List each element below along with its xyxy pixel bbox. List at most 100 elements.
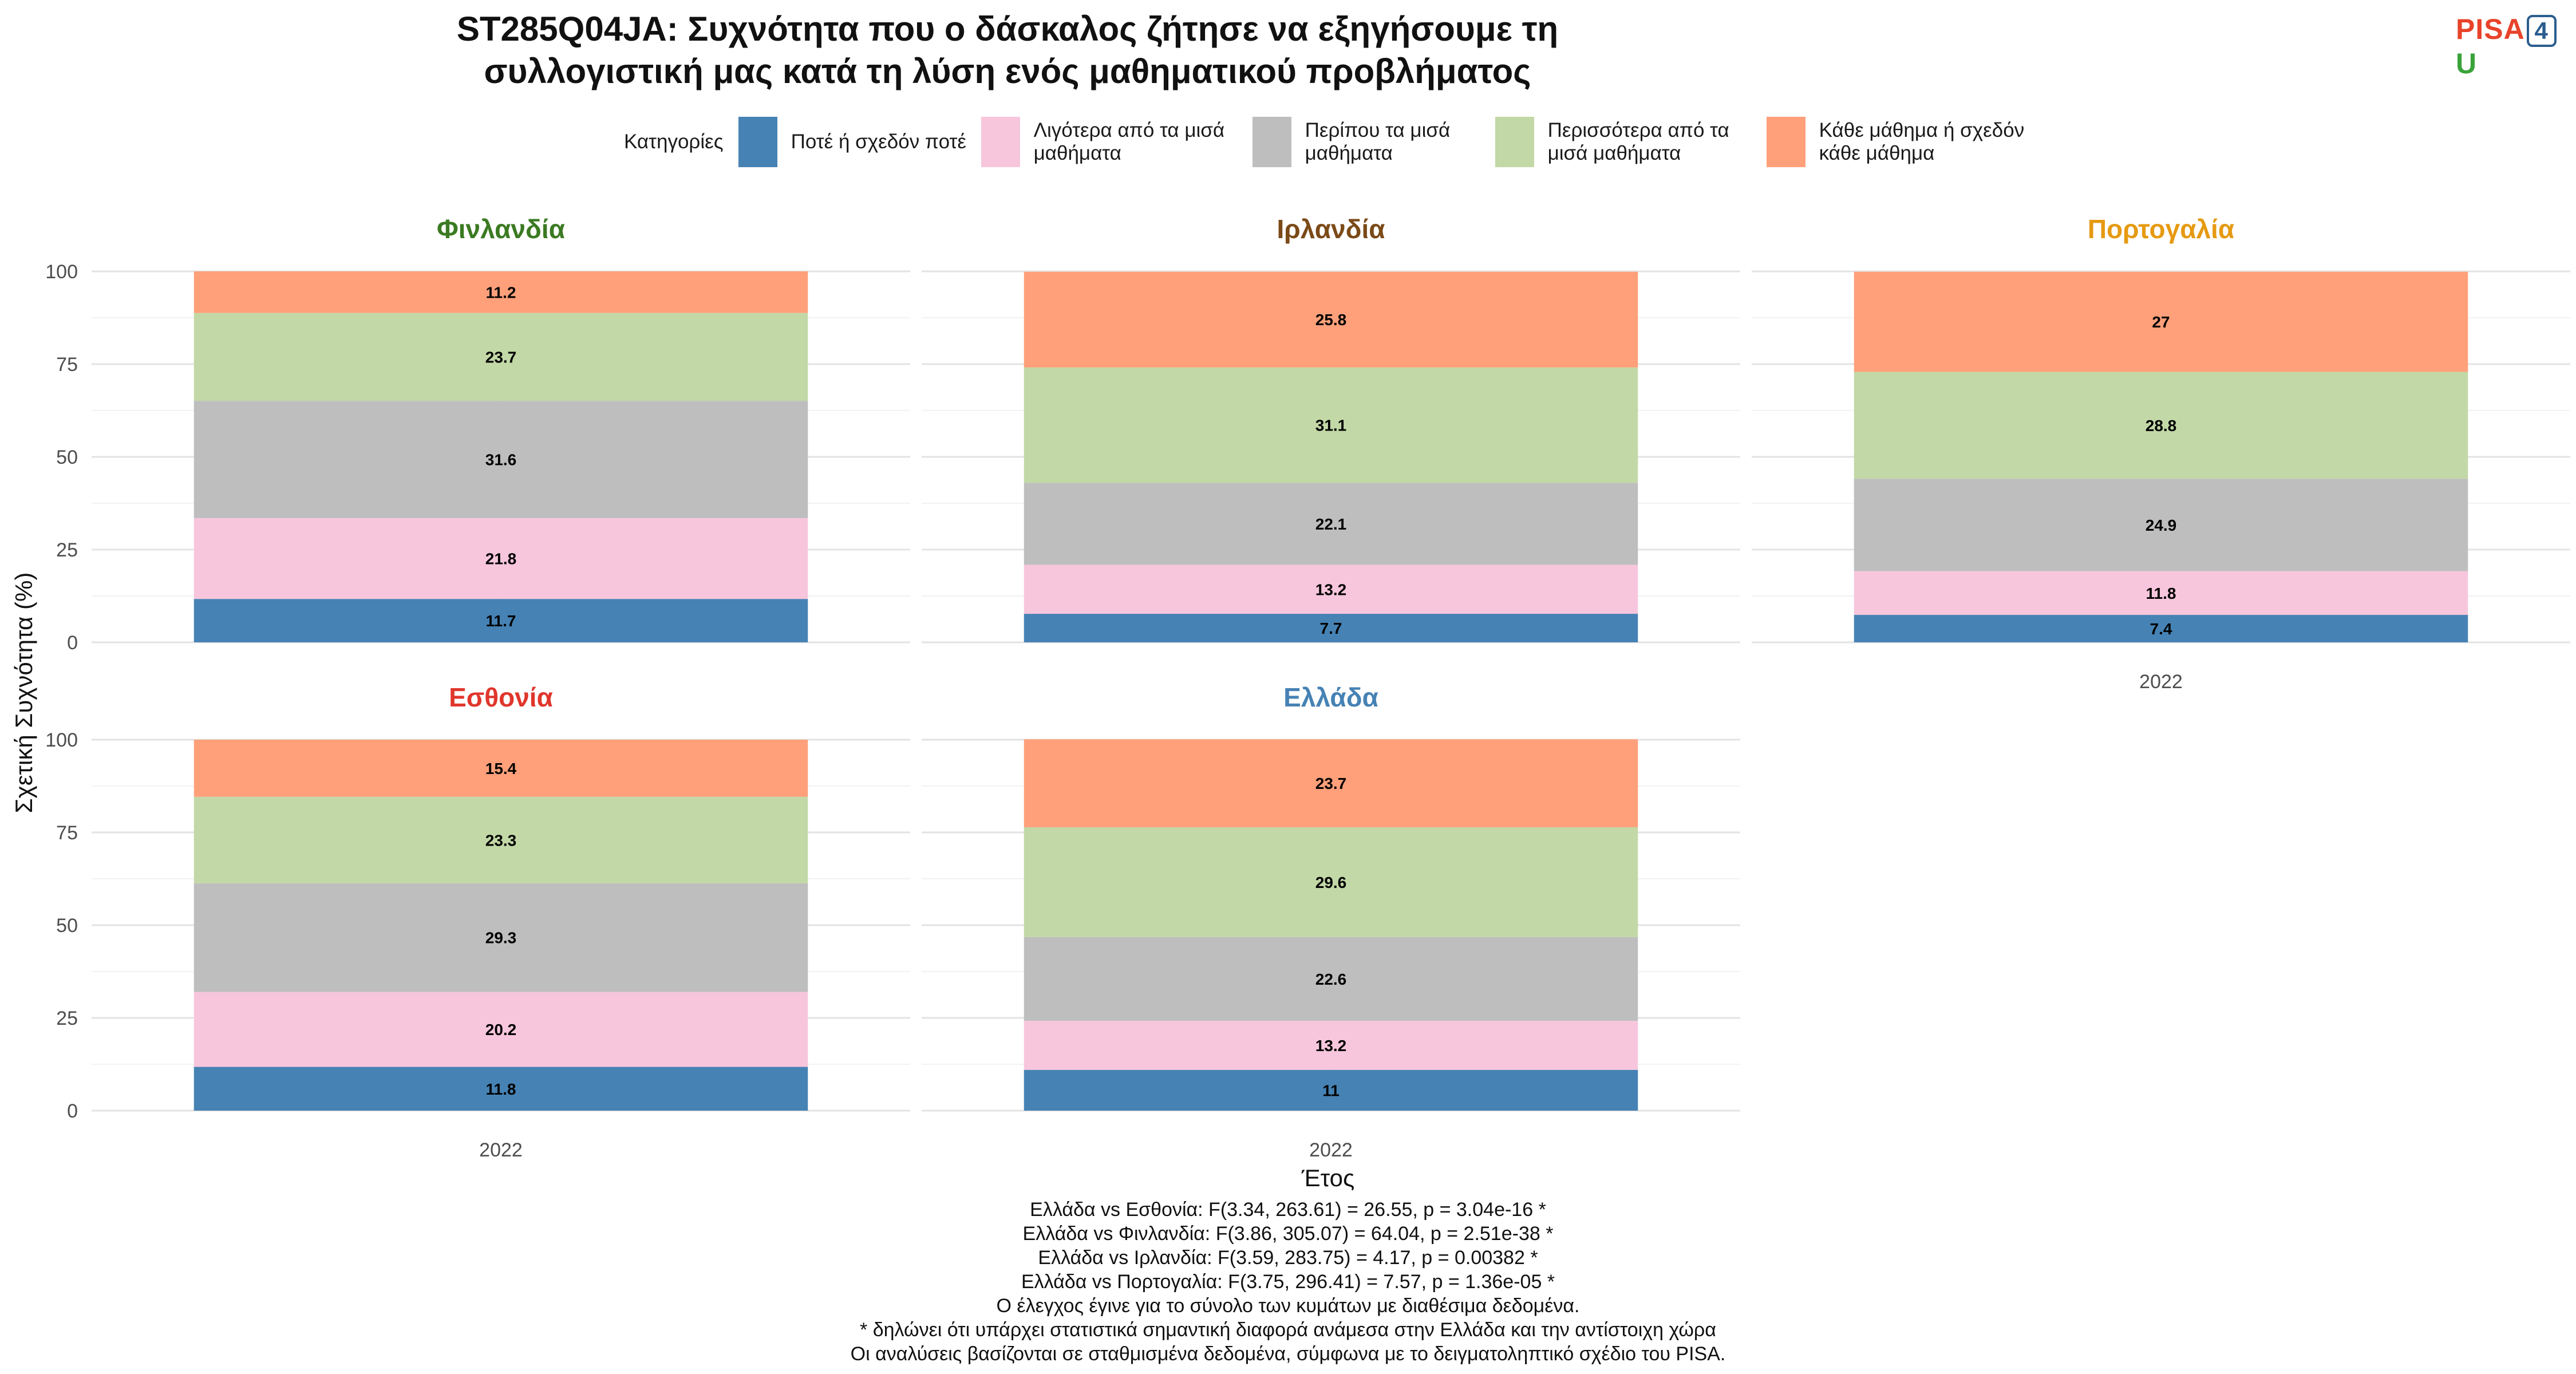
- legend-label-every-lesson: Κάθε μάθημα ή σχεδόν κάθε μάθημα: [1819, 119, 2025, 164]
- legend-title: Κατηγορίες: [624, 131, 724, 153]
- panel-title: Φινλανδία: [437, 214, 565, 244]
- legend-label-never: Ποτέ ή σχεδόν ποτέ: [791, 131, 966, 153]
- y-tick-label: 75: [56, 354, 78, 376]
- bar-value-label: 31.1: [1315, 417, 1347, 435]
- y-tick-label: 50: [56, 447, 78, 468]
- bar-segment: [193, 740, 808, 797]
- y-tick-label: 25: [56, 1008, 78, 1029]
- legend-swatch-about-half: [1252, 117, 1291, 167]
- bar-segment: [1024, 483, 1638, 565]
- bar-segment: [193, 796, 808, 883]
- bar-segment: [193, 518, 808, 599]
- note-line: Ο έλεγχος έγινε για το σύνολο των κυμάτω…: [996, 1295, 1580, 1317]
- bar-value-label: 31.6: [485, 451, 517, 469]
- bar-value-label: 13.2: [1315, 1037, 1347, 1055]
- bar-segment: [193, 313, 808, 401]
- chart-legend: Κατηγορίες Ποτέ ή σχεδόν ποτέ Λιγότερα α…: [624, 117, 2038, 167]
- bar-segment: [193, 1067, 808, 1111]
- legend-item-less-than-half: Λιγότερα από τα μισά μαθήματα: [981, 117, 1240, 167]
- bar-segment: [1854, 571, 2468, 615]
- bar-value-label: 7.4: [2150, 620, 2172, 638]
- bar-value-label: 21.8: [485, 550, 517, 568]
- y-tick-label: 0: [67, 1100, 78, 1122]
- legend-item-every-lesson: Κάθε μάθημα ή σχεδόν κάθε μάθημα: [1766, 117, 2025, 167]
- bar-segment: [1024, 367, 1638, 483]
- bar-value-label: 25.8: [1315, 311, 1347, 329]
- y-tick-label: 50: [56, 915, 78, 937]
- y-axis-title: Σχετική Συχνότητα (%): [10, 572, 37, 814]
- bar-value-label: 15.4: [485, 760, 517, 777]
- y-tick-label: 0: [67, 632, 78, 654]
- note-line: Ελλάδα vs Πορτογαλία: F(3.75, 296.41) = …: [1021, 1271, 1555, 1293]
- bar-segment: [1024, 1021, 1638, 1070]
- legend-label-less-than-half: Λιγότερα από τα μισά μαθήματα: [1033, 119, 1225, 164]
- bar-value-label: 20.2: [485, 1021, 517, 1039]
- chart-title: ST285Q04JA: Συχνότητα που ο δάσκαλος ζήτ…: [0, 8, 2015, 93]
- x-tick-label: 2022: [1309, 1139, 1353, 1161]
- note-line: Ελλάδα vs Εσθονία: F(3.34, 263.61) = 26.…: [1030, 1199, 1546, 1221]
- legend-swatch-never: [738, 117, 777, 167]
- x-axis-title: Έτος: [1301, 1164, 1355, 1191]
- bar-value-label: 11.7: [486, 612, 516, 630]
- bar-segment: [193, 992, 808, 1067]
- bar-value-label: 13.2: [1315, 581, 1347, 598]
- bar-value-label: 29.6: [1315, 874, 1347, 891]
- bar-value-label: 28.8: [2146, 417, 2177, 435]
- bar-segment: [1854, 372, 2468, 479]
- panel-title: Εσθονία: [449, 682, 553, 712]
- bar-value-label: 22.6: [1315, 970, 1347, 988]
- bar-segment: [1024, 564, 1638, 614]
- bar-value-label: 23.7: [1315, 775, 1347, 792]
- x-tick-label: 2022: [2139, 671, 2183, 693]
- bar-value-label: 11.8: [2146, 585, 2176, 602]
- bar-segment: [1024, 827, 1638, 937]
- bar-segment: [1024, 1069, 1638, 1111]
- pisa4u-logo: PISA 4 U: [2456, 13, 2576, 80]
- legend-item-never: Ποτέ ή σχεδόν ποτέ: [738, 117, 969, 167]
- bar-value-label: 11: [1322, 1081, 1340, 1099]
- bar-segment: [1024, 937, 1638, 1021]
- legend-swatch-less-than-half: [981, 117, 1020, 167]
- logo-u-text: U: [2456, 48, 2478, 80]
- bar-segment: [193, 401, 808, 518]
- bar-segment: [193, 883, 808, 992]
- legend-swatch-more-than-half: [1495, 117, 1534, 167]
- panel-title: Ιρλανδία: [1277, 214, 1385, 244]
- x-tick-label: 2022: [479, 1139, 523, 1161]
- logo-pisa-text: PISA: [2456, 13, 2525, 45]
- legend-label-about-half: Περίπου τα μισά μαθήματα: [1305, 119, 1451, 164]
- chart-notes: Ελλάδα vs Εσθονία: F(3.34, 263.61) = 26.…: [0, 1198, 2576, 1366]
- bar-value-label: 27: [2152, 313, 2170, 331]
- panel-title: Ελλάδα: [1283, 682, 1378, 712]
- y-tick-label: 100: [45, 729, 78, 751]
- bar-value-label: 23.7: [485, 348, 517, 366]
- note-line: Ελλάδα vs Φινλανδία: F(3.86, 305.07) = 6…: [1022, 1223, 1554, 1245]
- legend-item-about-half: Περίπου τα μισά μαθήματα: [1252, 117, 1483, 167]
- legend-label-more-than-half: Περισσότερα από τα μισά μαθήματα: [1547, 119, 1729, 164]
- note-line: * δηλώνει ότι υπάρχει στατιστικά σημαντι…: [860, 1319, 1716, 1341]
- logo-four-box: 4: [2526, 15, 2557, 47]
- y-tick-label: 75: [56, 822, 78, 844]
- note-line: Ελλάδα vs Ιρλανδία: F(3.59, 283.75) = 4.…: [1038, 1247, 1538, 1269]
- y-tick-label: 100: [45, 261, 78, 283]
- bar-value-label: 11.8: [486, 1080, 516, 1098]
- y-tick-label: 25: [56, 539, 78, 561]
- bar-segment: [193, 271, 808, 313]
- bar-value-label: 23.3: [485, 831, 517, 849]
- chart-title-line-1: ST285Q04JA: Συχνότητα που ο δάσκαλος ζήτ…: [456, 10, 1559, 48]
- chart-title-line-2: συλλογιστική μας κατά τη λύση ενός μαθημ…: [484, 52, 1531, 90]
- bar-segment: [1024, 271, 1638, 368]
- bar-segment: [1024, 614, 1638, 642]
- bar-value-label: 7.7: [1320, 619, 1342, 637]
- legend-item-more-than-half: Περισσότερα από τα μισά μαθήματα: [1495, 117, 1754, 167]
- bar-segment: [1854, 479, 2468, 571]
- bar-value-label: 11.2: [486, 283, 516, 301]
- bar-segment: [193, 599, 808, 642]
- panel-title: Πορτογαλία: [2088, 214, 2234, 244]
- bar-value-label: 22.1: [1315, 515, 1347, 533]
- bar-segment: [1024, 739, 1638, 827]
- bar-value-label: 29.3: [485, 929, 517, 947]
- legend-swatch-every-lesson: [1766, 117, 1805, 167]
- bar-segment: [1854, 615, 2468, 642]
